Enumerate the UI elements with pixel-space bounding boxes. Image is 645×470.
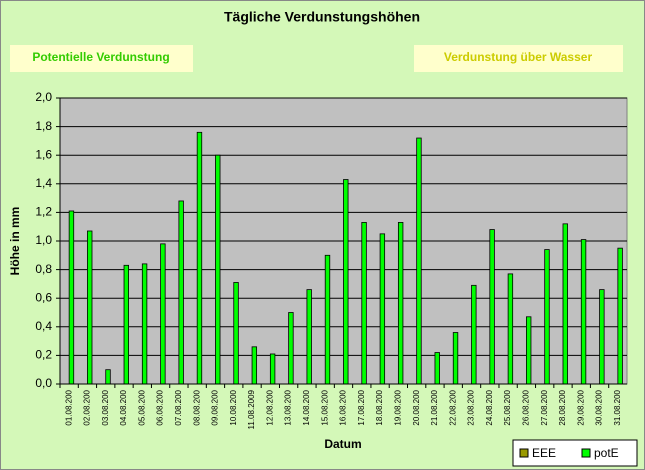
bar <box>269 353 276 385</box>
bar <box>507 273 514 385</box>
x-tick-label: 09.08.200 <box>211 389 220 425</box>
x-tick-label: 05.08.200 <box>137 389 146 425</box>
bar <box>379 233 386 385</box>
x-tick-label: 28.08.200 <box>558 389 567 425</box>
bar <box>599 289 605 385</box>
x-tick-label: 02.08.200 <box>83 389 92 425</box>
y-tick-label: 0,2 <box>35 348 52 362</box>
x-axis-label: Datum <box>324 437 361 451</box>
bar <box>580 239 587 385</box>
bar <box>416 137 422 385</box>
bar <box>288 312 294 385</box>
legend-swatch <box>519 448 529 458</box>
x-tick-label: 08.08.200 <box>192 389 201 425</box>
bar <box>87 230 93 385</box>
x-tick-label: 22.08.200 <box>448 389 457 425</box>
x-tick-label: 18.08.200 <box>375 389 384 425</box>
bar <box>178 200 184 385</box>
x-tick-label: 23.08.200 <box>467 389 476 425</box>
x-tick-label: 25.08.200 <box>503 389 512 425</box>
button-bg[interactable] <box>414 45 623 72</box>
bar <box>324 254 331 385</box>
bar <box>141 263 148 385</box>
x-tick-label: 30.08.200 <box>595 389 604 425</box>
x-tick-label: 31.08.200 <box>613 389 622 425</box>
x-tick-label: 16.08.200 <box>339 389 348 425</box>
x-tick-label: 29.08.200 <box>576 389 585 425</box>
bar <box>123 264 129 385</box>
x-tick-label: 26.08.200 <box>522 389 531 425</box>
x-tick-label: 27.08.200 <box>540 389 549 425</box>
y-tick-label: 1,0 <box>35 233 52 247</box>
x-tick-label: 06.08.200 <box>156 389 165 425</box>
y-tick-label: 0,6 <box>35 290 52 304</box>
bar <box>397 222 404 385</box>
x-tick-label: 15.08.200 <box>320 389 329 425</box>
y-tick-label: 0,0 <box>35 376 52 390</box>
x-tick-label: 04.08.200 <box>119 389 128 425</box>
legend-swatch <box>581 448 591 458</box>
x-tick-label: 11.08.2009 <box>247 389 256 429</box>
button-label[interactable]: Verdunstung über Wasser <box>444 50 593 64</box>
legend-label: potE <box>594 446 619 460</box>
y-tick-label: 1,4 <box>35 176 52 190</box>
x-tick-label: 17.08.200 <box>357 389 366 425</box>
y-tick-label: 1,8 <box>35 119 52 133</box>
bar <box>196 131 203 385</box>
bar <box>434 352 440 385</box>
button[interactable]: Potentielle Verdunstung <box>10 45 193 72</box>
bar <box>544 249 550 385</box>
bar <box>471 284 477 385</box>
x-tick-label: 12.08.200 <box>265 389 274 425</box>
button-bg[interactable] <box>10 45 193 72</box>
x-tick-label: 10.08.200 <box>229 389 238 425</box>
bar <box>68 210 75 385</box>
y-tick-label: 0,8 <box>35 262 52 276</box>
bar <box>343 179 349 385</box>
bar <box>617 247 623 385</box>
x-tick-label: 01.08.200 <box>64 389 73 425</box>
x-tick-label: 20.08.200 <box>412 389 421 425</box>
bar <box>489 229 495 385</box>
x-tick-label: 24.08.200 <box>485 389 494 425</box>
bar <box>233 282 239 385</box>
bar <box>452 332 459 385</box>
legend <box>512 439 638 467</box>
bar <box>215 154 221 385</box>
y-tick-label: 2,0 <box>35 90 52 104</box>
legend-label: EEE <box>532 446 556 460</box>
bar <box>361 222 367 385</box>
y-tick-label: 1,2 <box>35 205 52 219</box>
bar <box>105 369 111 385</box>
chart-title: Tägliche Verdunstungshöhen <box>224 9 420 25</box>
x-tick-label: 13.08.200 <box>284 389 293 425</box>
x-tick-label: 07.08.200 <box>174 389 183 425</box>
bar <box>306 289 312 385</box>
x-tick-label: 03.08.200 <box>101 389 110 425</box>
y-tick-label: 1,6 <box>35 147 52 161</box>
bar <box>160 243 166 385</box>
x-tick-label: 21.08.200 <box>430 389 439 425</box>
x-tick-label: 19.08.200 <box>393 389 402 425</box>
button-label[interactable]: Potentielle Verdunstung <box>32 50 169 64</box>
bar <box>526 316 532 385</box>
bar <box>251 346 258 385</box>
bar <box>562 223 568 385</box>
x-tick-label: 14.08.200 <box>302 389 311 425</box>
button[interactable]: Verdunstung über Wasser <box>414 45 623 72</box>
y-axis-label: Höhe in mm <box>8 207 22 276</box>
y-tick-label: 0,4 <box>35 319 52 333</box>
